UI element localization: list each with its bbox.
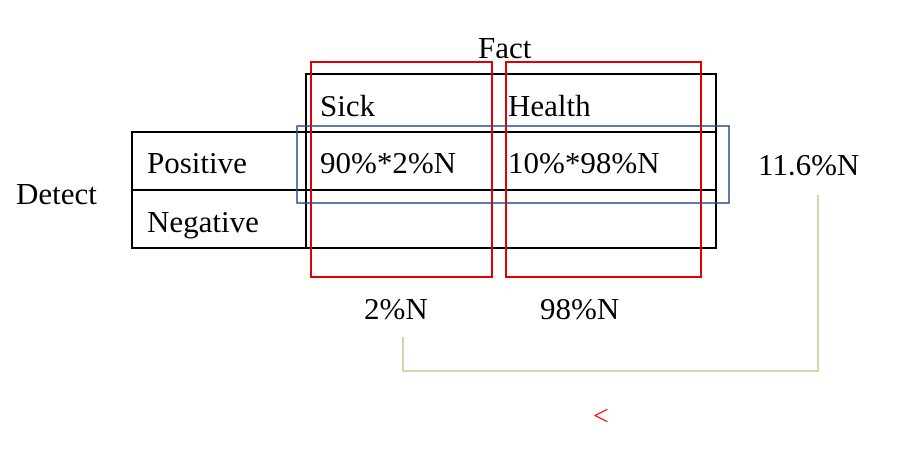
detect-label: Detect	[16, 176, 97, 211]
cell-positive-sick: 90%*2%N	[320, 145, 457, 180]
row-label-negative: Negative	[147, 204, 259, 239]
health-column-highlight	[505, 61, 702, 278]
comparison-connector	[402, 195, 819, 372]
fact-header: Fact	[478, 30, 532, 65]
column-header-health: Health	[508, 88, 591, 123]
table-grid	[131, 73, 717, 249]
less-than-symbol: <	[593, 401, 609, 432]
row-label-positive: Positive	[147, 145, 247, 180]
column-header-sick: Sick	[320, 88, 376, 123]
health-total: 98%N	[540, 291, 620, 326]
positive-row-highlight	[296, 125, 730, 204]
cell-positive-health: 10%*98%N	[508, 145, 660, 180]
sick-column-highlight	[310, 61, 493, 278]
positive-total: 11.6%N	[758, 147, 860, 182]
sick-total: 2%N	[364, 291, 428, 326]
